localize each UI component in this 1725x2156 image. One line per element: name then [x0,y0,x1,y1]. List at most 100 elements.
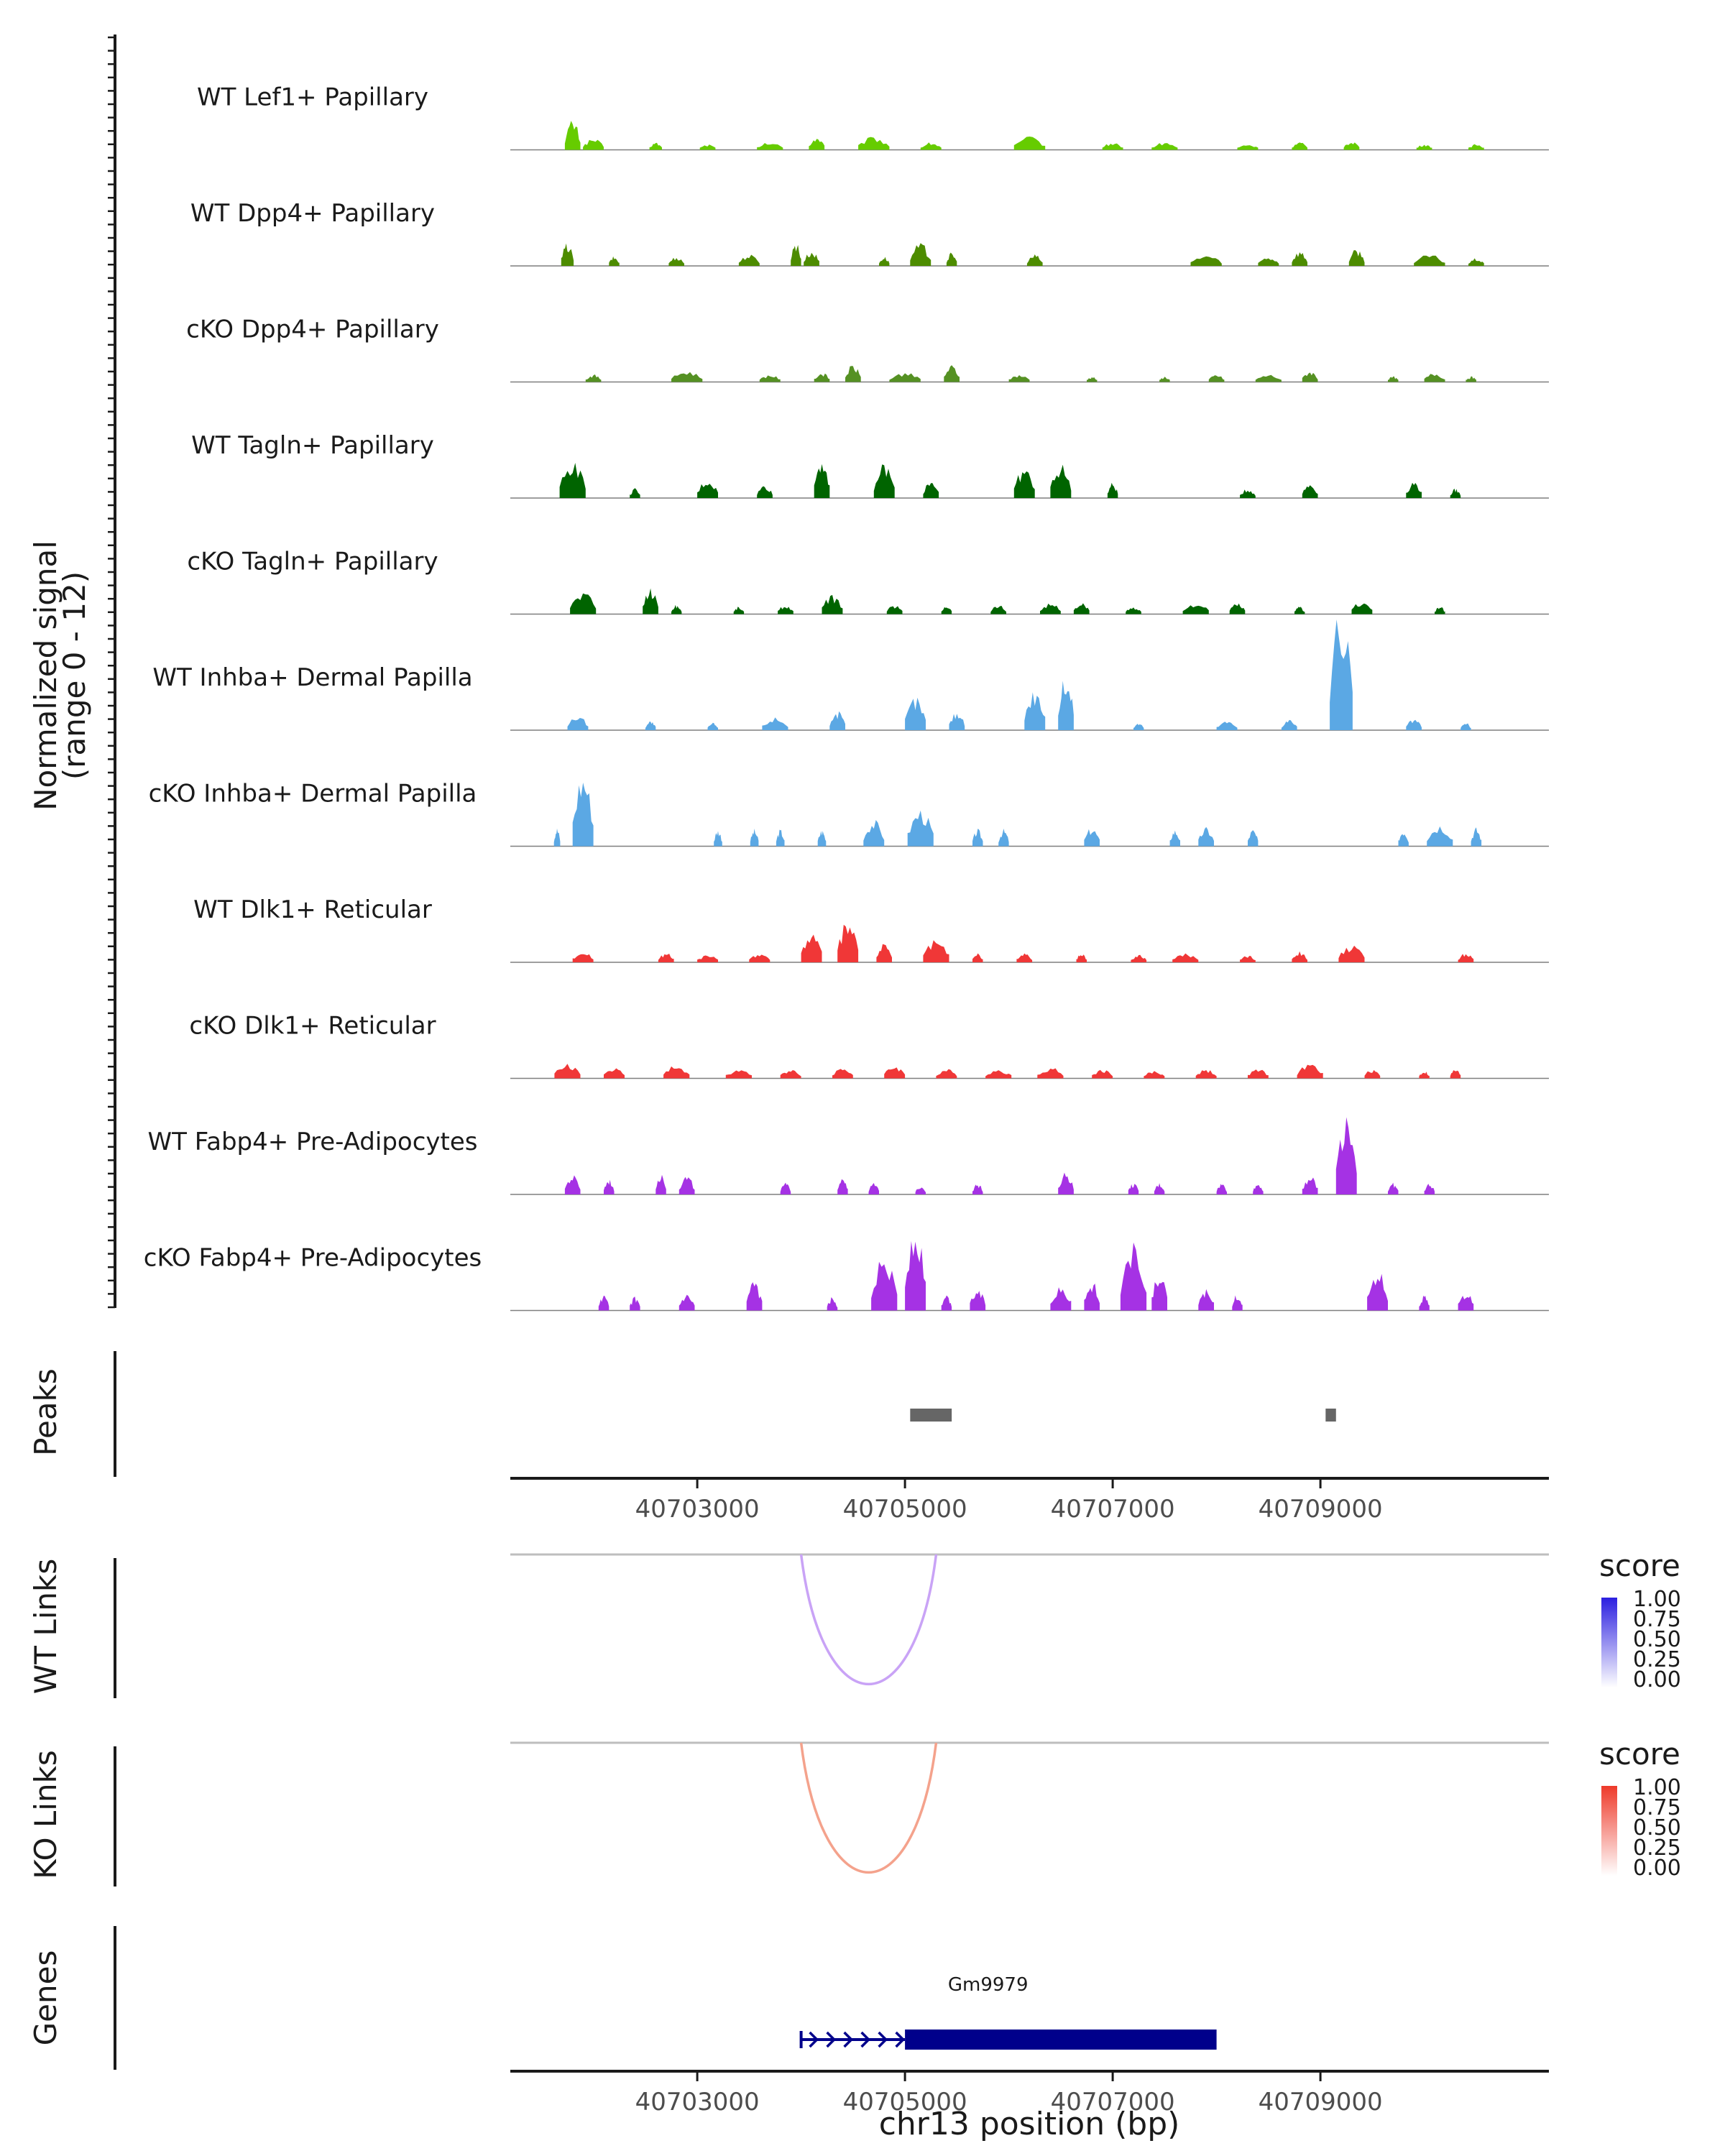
coverage-peak [1216,1184,1227,1194]
coverage-peak [1348,250,1365,266]
coverage-peak [1419,1072,1430,1079]
coverage-peak [643,588,658,614]
coverage-peak [1182,605,1209,614]
coverage-peak [1294,607,1305,614]
coverage-peak [972,829,983,847]
coverage-peak [791,244,801,266]
coverage-peak [970,1291,986,1311]
track-label: cKO Inhba+ Dermal Papilla [149,780,477,808]
coverage-peak [990,606,1006,614]
legend-tick-label: 0.75 [1633,1607,1681,1632]
strand-arrow [878,2031,888,2048]
coverage-peak [757,486,773,498]
gene-exon-block [905,2030,1217,2050]
x-tick-label: 40709000 [1259,1495,1383,1524]
coverage-peak [837,1179,848,1194]
coverage-peak [1248,1069,1269,1079]
coverage-peak [564,121,581,150]
coverage-peak [1330,619,1353,730]
coverage-peak [1248,830,1259,847]
coverage-peak [1058,681,1074,730]
coverage-peak [630,488,640,498]
track-label: WT Tagln+ Papillary [191,431,434,460]
coverage-peak [1258,258,1279,266]
coverage-peak [1172,953,1199,962]
coverage-peak [553,828,561,847]
coverage-track-9: cKO Dlk1+ Reticular [189,1012,1549,1079]
coverage-peak [663,1066,690,1079]
coverage-peak [645,722,656,730]
coverage-peak [1154,1183,1165,1194]
coverage-peak [1208,375,1225,382]
coverage-peak [923,483,939,498]
coverage-peak [1424,1184,1435,1194]
coverage-peak [907,810,934,847]
coverage-peak [879,257,890,266]
coverage-peak [678,1294,695,1311]
coverage-peak [567,718,589,730]
coverage-track-4: WT Tagln+ Papillary [191,431,1549,499]
coverage-peak [817,831,827,847]
coverage-peak [697,955,718,962]
coverage-track-8: WT Dlk1+ Reticular [193,895,1549,963]
coverage-peak [671,604,682,614]
coverage-peak [699,144,716,150]
coverage-peak [985,1070,1012,1079]
coverage-peak [1281,719,1297,730]
coverage-peak [598,1295,610,1311]
legend-tick-label: 0.75 [1633,1795,1681,1820]
coverage-peak [1255,374,1282,382]
coverage-peak [604,1068,625,1079]
coverage-track-11: cKO Fabp4+ Pre-Adipocytes [144,1240,1549,1312]
coverage-peak [837,924,859,962]
coverage-peak [564,1175,581,1194]
coverage-peak [671,372,703,382]
coverage-peak [822,594,843,614]
strand-arrow [843,2031,854,2048]
coverage-peak [1364,1069,1381,1079]
coverage-peak [1458,954,1474,962]
coverage-peak [1338,945,1365,962]
legend-tick-label: 0.00 [1633,1856,1681,1881]
legend-tick-label: 0.50 [1633,1815,1681,1841]
coverage-peak [780,1070,801,1079]
coverage-peak [658,954,674,962]
coverage-peak [707,722,718,730]
coverage-track-3: cKO Dpp4+ Papillary [186,315,1549,383]
coverage-peak [759,375,781,382]
genes-track-title: Genes [28,1950,63,2046]
coverage-peak [1120,1242,1147,1311]
coverage-peak [1087,377,1098,382]
coverage-track-7: cKO Inhba+ Dermal Papilla [149,780,1549,847]
x-tick-label: 40709000 [1259,2088,1383,2116]
coverage-peak [1302,372,1318,382]
coverage-peak [1107,482,1118,498]
coverage-peak [733,607,745,614]
coverage-peak [649,142,662,150]
coverage-peak [1398,834,1409,847]
link-arc [799,1742,938,1874]
coverage-peak [604,1179,615,1194]
coverage-peak [829,711,845,730]
x-axis-top-ticks: 40703000 40705000 40707000 40709000 [635,1480,1383,1524]
strand-arrow [860,2031,871,2048]
coverage-peak [1297,1064,1323,1079]
coverage-peak [884,1067,906,1079]
coverage-peak [1458,1296,1474,1311]
coverage-peak [697,484,718,498]
track-label: WT Fabp4+ Pre-Adipocytes [148,1128,478,1156]
coverage-peak [1128,1184,1139,1194]
coverage-peak [946,252,957,266]
peak-region [910,1409,952,1422]
coverage-peak [1351,603,1373,614]
coverage-peak [1232,1295,1243,1311]
coverage-peak [1198,826,1214,847]
coverage-track-10: WT Fabp4+ Pre-Adipocytes [148,1117,1549,1195]
x-tick-label: 40703000 [635,1495,760,1524]
track-label: cKO Dlk1+ Reticular [189,1012,436,1041]
coverage-peak [780,1182,791,1194]
coverage-peak [972,953,983,962]
strand-arrow [809,2031,819,2048]
x-axis-bottom-ticks: 40703000 40705000 40707000 40709000 [635,2073,1383,2116]
